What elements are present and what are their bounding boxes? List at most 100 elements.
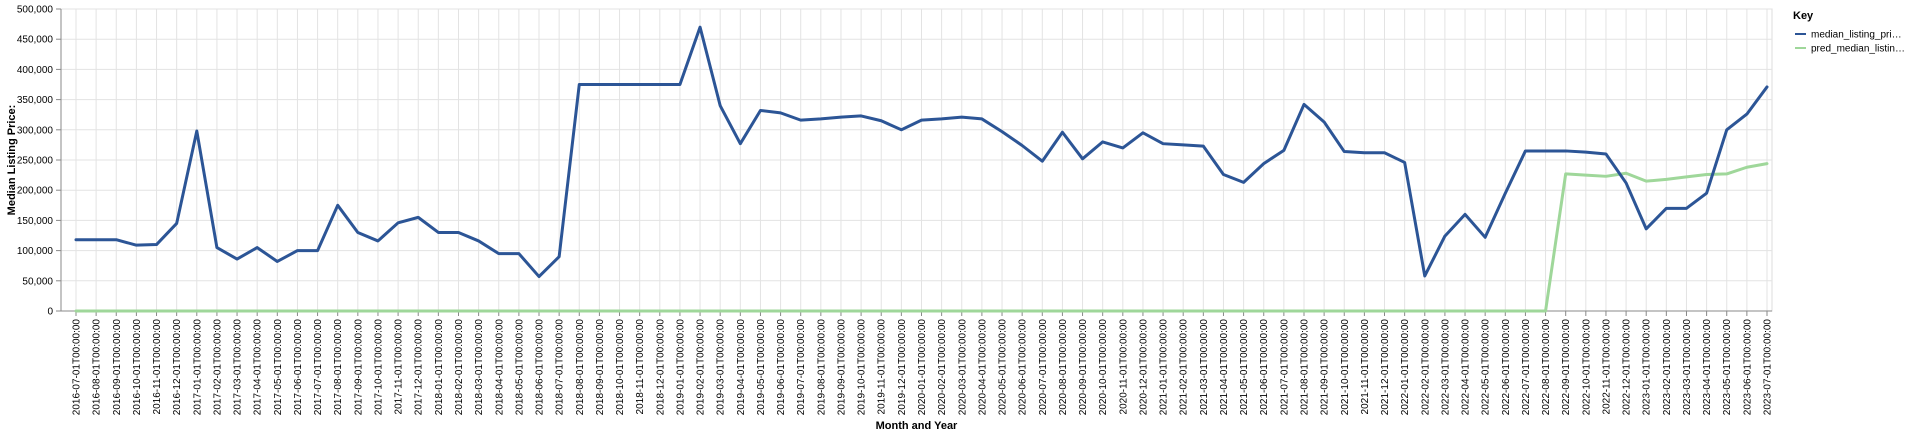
y-tick-label: 50,000 [22,276,53,287]
x-tick-label: 2020-08-01T00:00:00 [1058,319,1069,416]
y-tick-label: 350,000 [17,95,54,106]
x-tick-label: 2022-05-01T00:00:00 [1481,319,1492,416]
y-tick-label: 250,000 [17,156,54,167]
x-tick-label: 2022-12-01T00:00:00 [1622,319,1633,416]
y-tick-label: 100,000 [17,246,54,257]
x-tick-label: 2020-04-01T00:00:00 [977,319,988,416]
x-tick-label: 2017-08-01T00:00:00 [333,319,344,416]
x-tick-label: 2018-05-01T00:00:00 [514,319,525,416]
x-tick-label: 2022-02-01T00:00:00 [1420,319,1431,416]
x-tick-label: 2017-07-01T00:00:00 [313,319,324,416]
x-tick-label: 2018-06-01T00:00:00 [535,319,546,416]
x-tick-label: 2018-11-01T00:00:00 [635,319,646,415]
x-tick-label: 2022-11-01T00:00:00 [1601,319,1612,415]
x-tick-label: 2021-10-01T00:00:00 [1340,319,1351,416]
x-tick-label: 2018-01-01T00:00:00 [434,319,445,416]
x-tick-label: 2023-02-01T00:00:00 [1662,319,1673,416]
legend-title: Key [1793,10,1814,22]
x-tick-label: 2019-02-01T00:00:00 [696,319,707,416]
x-tick-label: 2021-09-01T00:00:00 [1320,319,1331,416]
y-axis-title: Median Listing Price: [6,105,18,216]
x-tick-label: 2018-08-01T00:00:00 [575,319,586,416]
x-tick-label: 2021-03-01T00:00:00 [1199,319,1210,416]
series-lines [74,25,1769,313]
x-tick-label: 2018-12-01T00:00:00 [655,319,666,416]
x-tick-label: 2018-10-01T00:00:00 [615,319,626,416]
x-tick-label: 2016-10-01T00:00:00 [132,319,143,416]
x-tick-label: 2016-11-01T00:00:00 [152,319,163,415]
y-tick-label: 400,000 [17,65,54,76]
x-tick-label: 2018-04-01T00:00:00 [494,319,505,416]
x-tick-label: 2019-07-01T00:00:00 [796,319,807,416]
x-tick-label: 2021-02-01T00:00:00 [1179,319,1190,416]
x-tick-label: 2022-07-01T00:00:00 [1521,319,1532,416]
y-axis: 0 50,000 100,000 150,000 200,000 250,000 300,0… [17,5,62,318]
x-tick-label: 2020-03-01T00:00:00 [957,319,968,416]
x-tick-label: 2019-08-01T00:00:00 [816,319,827,416]
x-tick-label: 2017-06-01T00:00:00 [293,319,304,416]
x-tick-label: 2018-02-01T00:00:00 [454,319,465,416]
x-tick-label: 2023-05-01T00:00:00 [1722,319,1733,416]
x-tick-label: 2020-07-01T00:00:00 [1038,319,1049,416]
x-tick-label: 2021-08-01T00:00:00 [1299,319,1310,416]
x-tick-label: 2019-06-01T00:00:00 [776,319,787,416]
legend: Key median_listing_pri… pred_median_listi… [1793,10,1905,55]
x-tick-label: 2020-05-01T00:00:00 [998,319,1009,416]
x-tick-label: 2020-01-01T00:00:00 [917,319,928,416]
x-tick-label: 2019-04-01T00:00:00 [736,319,747,416]
x-tick-label: 2016-12-01T00:00:00 [172,319,183,416]
x-tick-label: 2021-07-01T00:00:00 [1279,319,1290,416]
x-tick-label: 2022-04-01T00:00:00 [1461,319,1472,416]
x-tick-label: 2021-06-01T00:00:00 [1259,319,1270,416]
series-line [74,162,1769,313]
x-tick-label: 2017-11-01T00:00:00 [394,319,405,415]
y-tick-label: 450,000 [17,35,54,46]
legend-label: median_listing_pri… [1811,30,1902,41]
x-tick-label: 2020-11-01T00:00:00 [1118,319,1129,415]
x-tick-label: 2020-09-01T00:00:00 [1078,319,1089,416]
x-tick-label: 2023-01-01T00:00:00 [1642,319,1653,416]
x-tick-label: 2021-12-01T00:00:00 [1380,319,1391,416]
x-tick-label: 2019-03-01T00:00:00 [716,319,727,416]
x-tick-label: 2019-11-01T00:00:00 [877,319,888,415]
x-tick-label: 2022-09-01T00:00:00 [1561,319,1572,416]
x-tick-label: 2020-12-01T00:00:00 [1138,319,1149,416]
x-tick-label: 2019-01-01T00:00:00 [675,319,686,416]
y-tick-label: 200,000 [17,186,54,197]
x-axis-title: Month and Year [876,420,958,432]
x-tick-label: 2016-09-01T00:00:00 [112,319,123,416]
x-tick-label: 2017-01-01T00:00:00 [192,319,203,416]
x-tick-label: 2021-04-01T00:00:00 [1219,319,1230,416]
x-tick-label: 2018-03-01T00:00:00 [474,319,485,416]
x-tick-label: 2018-07-01T00:00:00 [555,319,566,416]
x-tick-label: 2017-12-01T00:00:00 [414,319,425,416]
x-axis: 2016-07-01T00:00:00 2016-08-01T00:00:00 20… [61,310,1774,416]
y-tick-label: 150,000 [17,216,54,227]
x-tick-label: 2017-04-01T00:00:00 [253,319,264,416]
x-tick-label: 2017-10-01T00:00:00 [373,319,384,416]
y-tick-label: 300,000 [17,125,54,136]
x-tick-label: 2022-03-01T00:00:00 [1440,319,1451,416]
x-tick-label: 2021-05-01T00:00:00 [1239,319,1250,416]
x-tick-label: 2017-03-01T00:00:00 [233,319,244,416]
x-tick-label: 2022-08-01T00:00:00 [1541,319,1552,416]
y-tick-label: 500,000 [17,5,54,16]
x-tick-label: 2020-02-01T00:00:00 [937,319,948,416]
x-tick-label: 2023-04-01T00:00:00 [1702,319,1713,416]
x-tick-label: 2023-03-01T00:00:00 [1682,319,1693,416]
y-tick-label: 0 [47,307,53,318]
x-tick-label: 2017-05-01T00:00:00 [273,319,284,416]
x-tick-label: 2023-06-01T00:00:00 [1742,319,1753,416]
x-tick-label: 2022-01-01T00:00:00 [1400,319,1411,416]
x-tick-label: 2021-11-01T00:00:00 [1360,319,1371,415]
x-tick-label: 2022-06-01T00:00:00 [1501,319,1512,416]
x-tick-label: 2020-10-01T00:00:00 [1098,319,1109,416]
x-tick-label: 2017-09-01T00:00:00 [353,319,364,416]
x-tick-label: 2016-07-01T00:00:00 [72,319,83,416]
x-tick-label: 2019-12-01T00:00:00 [897,319,908,416]
series-line [74,25,1769,279]
x-tick-label: 2017-02-01T00:00:00 [212,319,223,416]
x-tick-label: 2019-10-01T00:00:00 [857,319,868,416]
x-tick-label: 2018-09-01T00:00:00 [595,319,606,416]
